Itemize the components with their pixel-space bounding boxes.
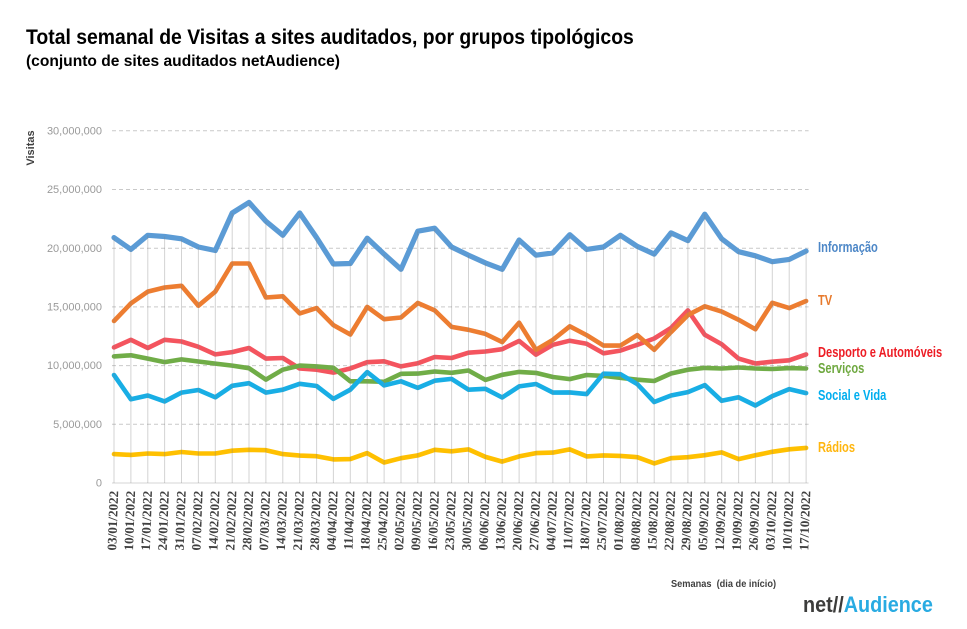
svg-text:15,000,000: 15,000,000 [47, 302, 102, 314]
svg-text:26/09/2022: 26/09/2022 [746, 491, 763, 551]
svg-text:06/06/2022: 06/06/2022 [476, 491, 493, 551]
svg-text:21/02/2022: 21/02/2022 [222, 491, 239, 551]
svg-text:13/06/2022: 13/06/2022 [492, 491, 509, 551]
svg-text:04/04/2022: 04/04/2022 [324, 491, 341, 551]
svg-text:03/01/2022: 03/01/2022 [104, 491, 121, 551]
svg-text:25/04/2022: 25/04/2022 [374, 491, 391, 551]
svg-text:10,000,000: 10,000,000 [47, 360, 102, 372]
svg-text:05/09/2022: 05/09/2022 [695, 491, 712, 551]
svg-text:11/04/2022: 11/04/2022 [340, 491, 357, 550]
svg-text:18/07/2022: 18/07/2022 [577, 491, 594, 551]
svg-text:17/01/2022: 17/01/2022 [138, 491, 155, 551]
svg-text:14/03/2022: 14/03/2022 [273, 491, 290, 551]
svg-text:12/09/2022: 12/09/2022 [712, 491, 729, 551]
svg-text:02/05/2022: 02/05/2022 [391, 491, 408, 551]
svg-text:07/02/2022: 07/02/2022 [189, 491, 206, 551]
svg-text:09/05/2022: 09/05/2022 [408, 491, 425, 551]
svg-text:17/10/2022: 17/10/2022 [796, 491, 813, 551]
svg-text:21/03/2022: 21/03/2022 [290, 491, 307, 551]
svg-text:29/08/2022: 29/08/2022 [678, 491, 695, 551]
svg-text:18/04/2022: 18/04/2022 [357, 491, 374, 551]
svg-text:03/10/2022: 03/10/2022 [762, 491, 779, 551]
svg-text:0: 0 [96, 478, 102, 490]
svg-text:30/05/2022: 30/05/2022 [459, 491, 476, 551]
svg-text:08/08/2022: 08/08/2022 [627, 491, 644, 551]
svg-text:19/09/2022: 19/09/2022 [729, 491, 746, 551]
svg-text:25,000,000: 25,000,000 [47, 184, 102, 196]
svg-text:28/03/2022: 28/03/2022 [307, 491, 324, 551]
svg-text:27/06/2022: 27/06/2022 [526, 491, 543, 551]
svg-text:25/07/2022: 25/07/2022 [594, 491, 611, 551]
svg-text:22/08/2022: 22/08/2022 [661, 491, 678, 551]
svg-text:07/03/2022: 07/03/2022 [256, 491, 273, 551]
svg-text:31/01/2022: 31/01/2022 [172, 491, 189, 551]
svg-text:20,000,000: 20,000,000 [47, 243, 102, 255]
svg-text:14/02/2022: 14/02/2022 [205, 491, 222, 551]
svg-text:04/07/2022: 04/07/2022 [543, 491, 560, 551]
svg-text:5,000,000: 5,000,000 [53, 419, 102, 431]
svg-text:30,000,000: 30,000,000 [47, 125, 102, 137]
svg-text:01/08/2022: 01/08/2022 [611, 491, 628, 551]
svg-text:Visitas: Visitas [25, 130, 37, 165]
svg-text:24/01/2022: 24/01/2022 [155, 491, 172, 551]
svg-text:15/08/2022: 15/08/2022 [644, 491, 661, 551]
svg-text:20/06/2022: 20/06/2022 [509, 491, 526, 551]
svg-text:28/02/2022: 28/02/2022 [239, 491, 256, 551]
svg-text:10/10/2022: 10/10/2022 [779, 491, 796, 551]
svg-text:11/07/2022: 11/07/2022 [560, 491, 577, 550]
svg-text:10/01/2022: 10/01/2022 [121, 491, 138, 551]
svg-text:23/05/2022: 23/05/2022 [442, 491, 459, 551]
svg-text:16/05/2022: 16/05/2022 [425, 491, 442, 551]
